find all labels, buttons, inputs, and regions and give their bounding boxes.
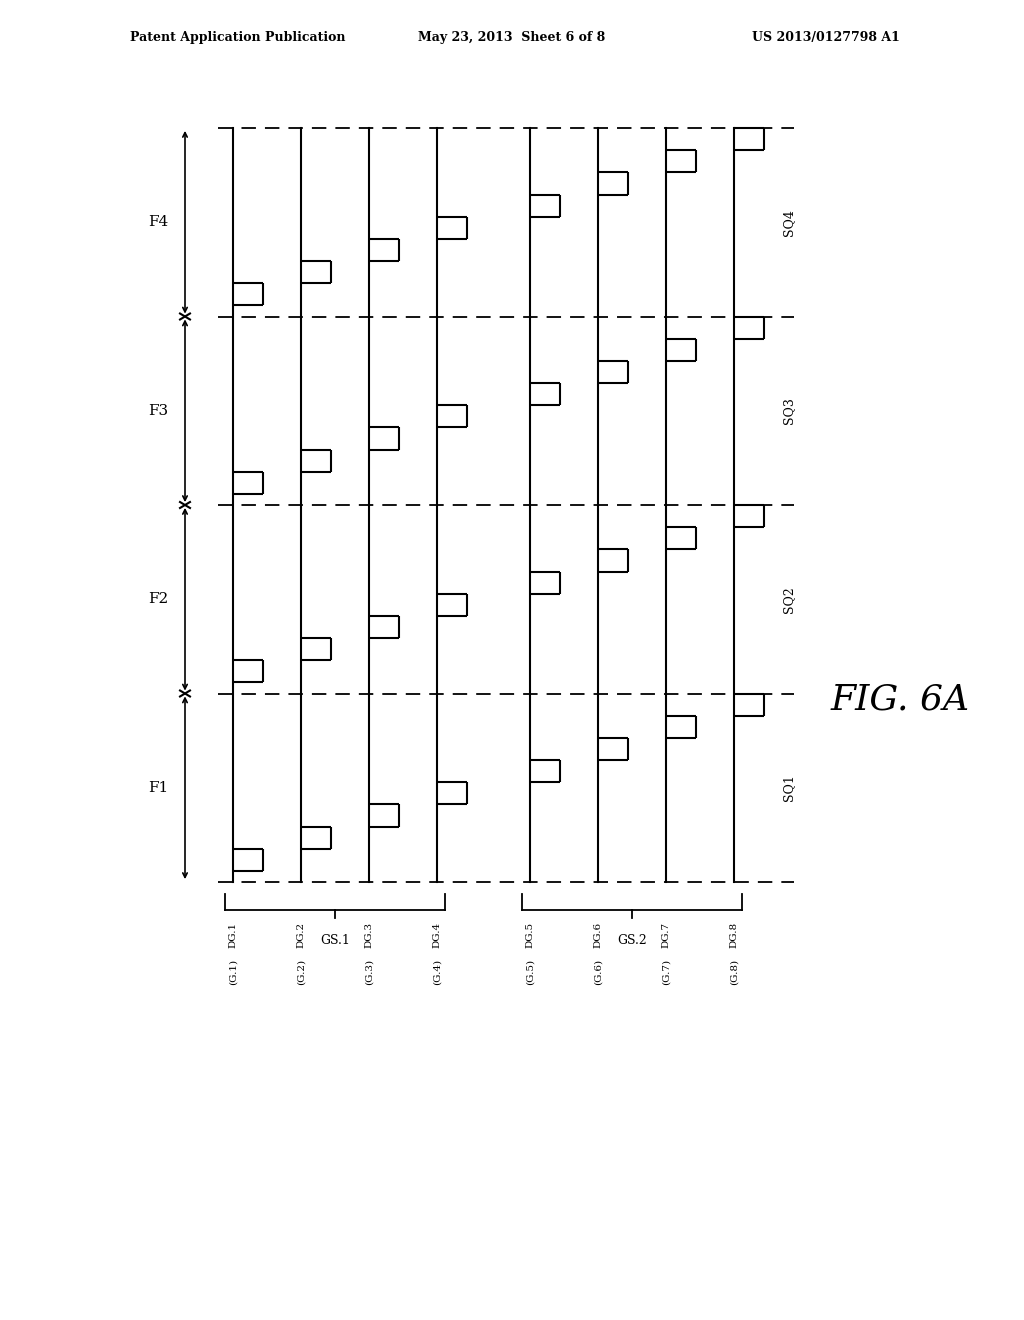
Text: DG.5: DG.5 xyxy=(525,921,535,948)
Text: F3: F3 xyxy=(147,404,168,417)
Text: F2: F2 xyxy=(147,593,168,606)
Text: (G.6): (G.6) xyxy=(594,960,602,985)
Text: (G.5): (G.5) xyxy=(525,960,535,985)
Text: GS.1: GS.1 xyxy=(321,935,350,946)
Text: SQ1: SQ1 xyxy=(782,775,795,801)
Text: SQ2: SQ2 xyxy=(782,586,795,612)
Text: (G.4): (G.4) xyxy=(432,960,441,985)
Text: DG.8: DG.8 xyxy=(729,921,738,948)
Text: DG.7: DG.7 xyxy=(662,921,671,948)
Text: SQ4: SQ4 xyxy=(782,209,795,236)
Text: F4: F4 xyxy=(147,215,168,230)
Text: May 23, 2013  Sheet 6 of 8: May 23, 2013 Sheet 6 of 8 xyxy=(419,32,605,45)
Text: FIG. 6A: FIG. 6A xyxy=(830,682,970,717)
Text: GS.2: GS.2 xyxy=(617,935,647,946)
Text: DG.2: DG.2 xyxy=(297,921,305,948)
Text: F1: F1 xyxy=(147,780,168,795)
Text: DG.1: DG.1 xyxy=(228,921,238,948)
Text: Patent Application Publication: Patent Application Publication xyxy=(130,32,345,45)
Text: (G.1): (G.1) xyxy=(228,960,238,985)
Text: (G.8): (G.8) xyxy=(729,960,738,985)
Text: (G.3): (G.3) xyxy=(365,960,374,985)
Text: SQ3: SQ3 xyxy=(782,397,795,424)
Text: (G.2): (G.2) xyxy=(297,960,305,985)
Text: DG.6: DG.6 xyxy=(594,921,602,948)
Text: (G.7): (G.7) xyxy=(662,960,671,985)
Text: DG.4: DG.4 xyxy=(432,921,441,948)
Text: US 2013/0127798 A1: US 2013/0127798 A1 xyxy=(752,32,900,45)
Text: DG.3: DG.3 xyxy=(365,921,374,948)
